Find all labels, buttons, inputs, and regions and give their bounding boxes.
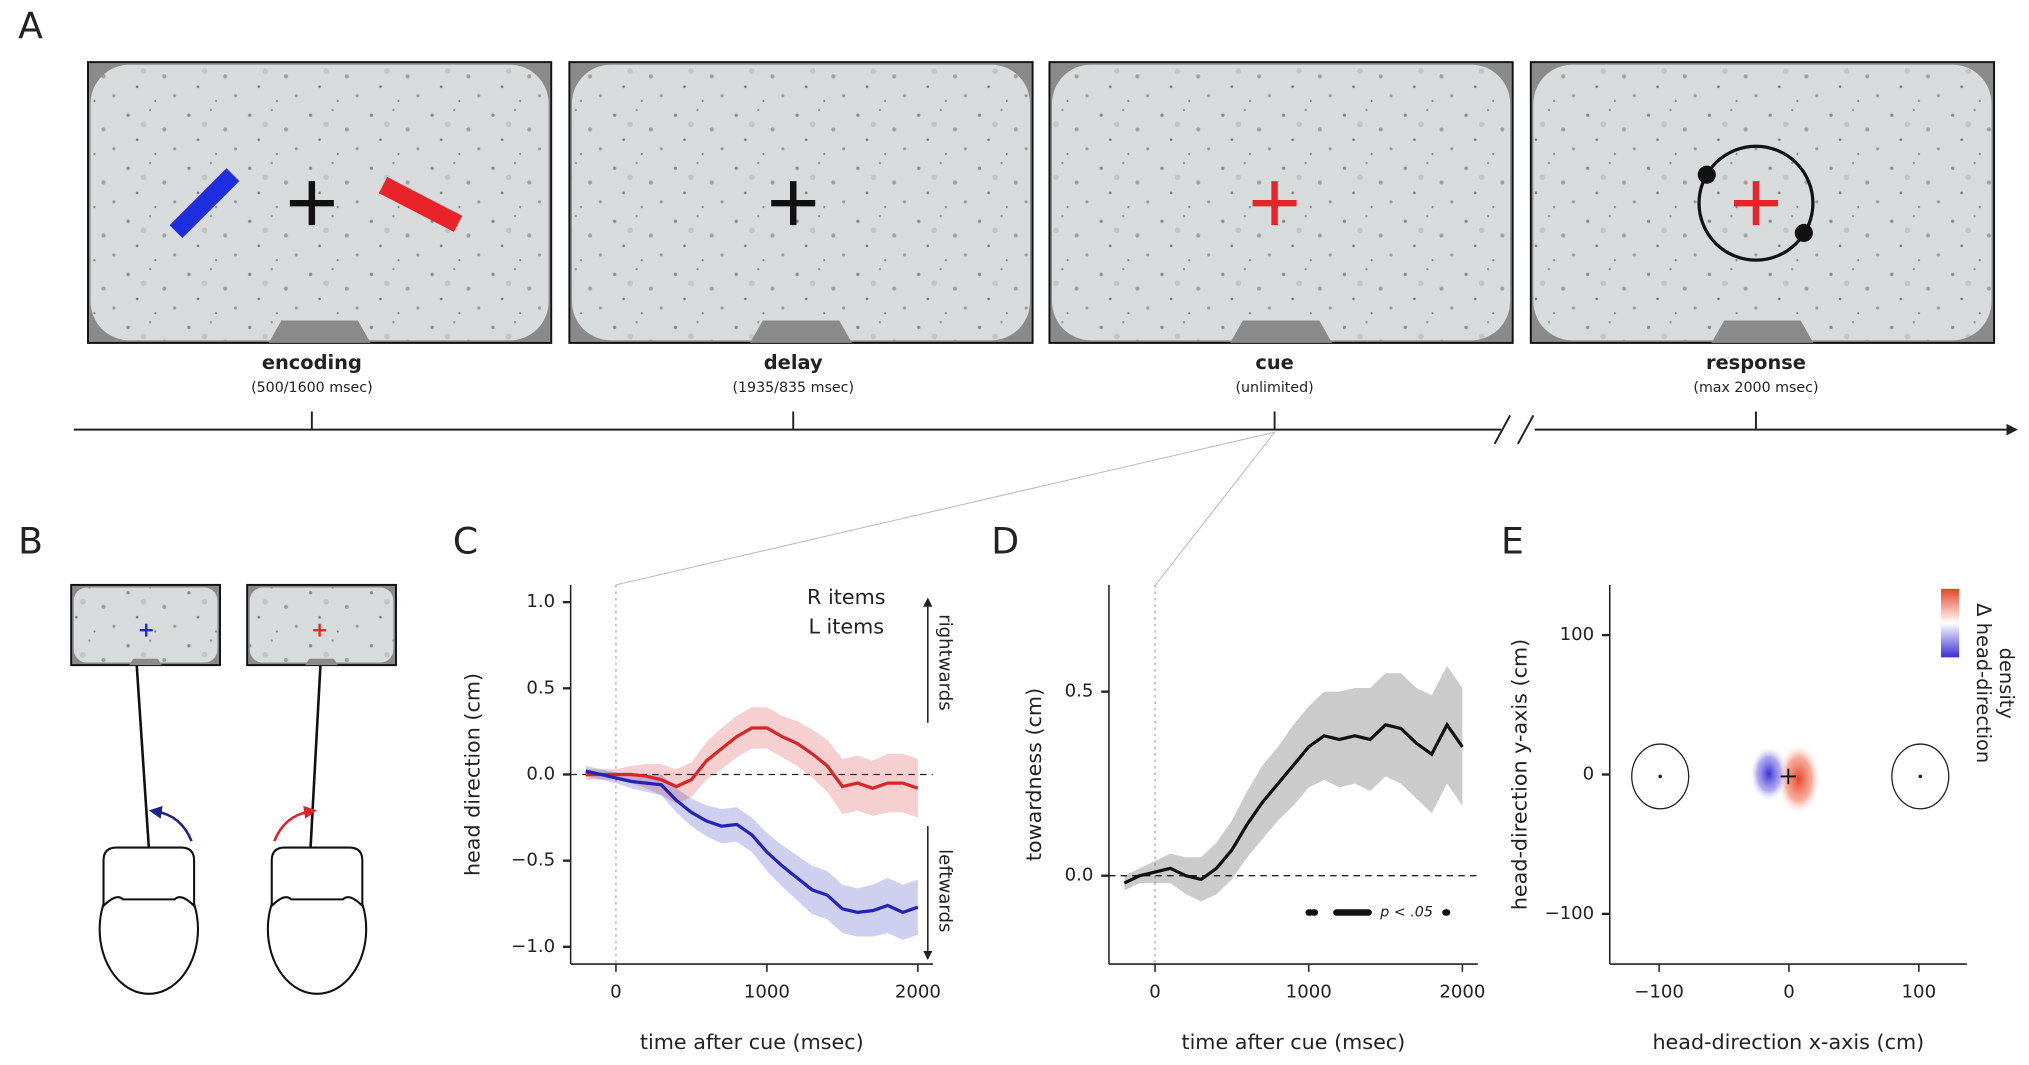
panel-label: D (991, 519, 1019, 562)
colorbar-label: density (1995, 648, 2018, 719)
stimulus-bar (169, 168, 240, 239)
x-tick-label: 2000 (1439, 982, 1485, 1003)
item-location (1631, 743, 1690, 810)
x-axis-label: time after cue (msec) (640, 1030, 864, 1054)
fixation-cross (139, 623, 153, 637)
significance-label: p < .05 (1379, 905, 1433, 921)
fixation-cross (313, 623, 327, 637)
stage-duration: (1935/835 msec) (732, 380, 854, 396)
screen-surface (249, 587, 394, 663)
x-axis-label: time after cue (msec) (1181, 1030, 1405, 1054)
direction-label: rightwards (935, 614, 956, 711)
series-line (1123, 721, 1464, 885)
x-tick-label: 0 (1149, 982, 1161, 1003)
fixation-cross (289, 181, 334, 226)
timeline-break (1493, 414, 1511, 445)
series-line (585, 726, 919, 790)
legend-entry: R items (807, 585, 885, 609)
screen-notch (305, 658, 338, 666)
y-axis-label: towardness (cm) (1022, 688, 1046, 861)
screen-notch (268, 320, 371, 343)
legend-entry: L items (808, 615, 884, 639)
y-tick-label: 0.5 (526, 677, 555, 698)
head (98, 846, 368, 995)
item-location (1658, 774, 1663, 779)
y-tick-label: −1.0 (511, 936, 555, 957)
panel-label: B (18, 519, 43, 562)
error-band (585, 765, 918, 940)
response-handle (1794, 223, 1813, 242)
chart: 0 1000 2000 −1.0 −0.5 0.0 0.5 1.0 time after cue… (461, 585, 956, 1054)
y-tick-label: 100 (1560, 624, 1595, 645)
series-line (585, 769, 919, 915)
stage-duration: (max 2000 msec) (1693, 380, 1818, 396)
screen-notch (1230, 320, 1333, 343)
x-tick-label: 0 (610, 982, 622, 1003)
stimulus-bar (378, 177, 463, 232)
chart: −100 0 100 −100 0 100 head-direction x-axis (c… (1507, 584, 2018, 1054)
stage-duration: (unlimited) (1236, 380, 1314, 396)
gaze-line (133, 632, 151, 848)
y-tick-label: −0.5 (511, 850, 555, 871)
stage-name: response (1706, 351, 1806, 374)
x-tick-label: 1000 (744, 982, 790, 1003)
x-tick-label: 1000 (1286, 982, 1332, 1003)
panel-label: E (1501, 519, 1524, 562)
stage-name: cue (1255, 351, 1293, 374)
item-location (1918, 774, 1923, 779)
layout (73, 414, 2019, 995)
response-handle (1697, 165, 1716, 184)
density-positive (1776, 742, 1821, 816)
zoom-line (1155, 431, 1276, 586)
y-tick-label: 0.0 (1065, 865, 1094, 886)
panel-label: C (453, 519, 478, 562)
error-band (585, 707, 918, 818)
colorbar (1941, 588, 1960, 658)
direction-label: leftwards (935, 849, 956, 932)
turn-arrow (273, 805, 317, 842)
chart: 0 1000 2000 0.0 0.5 time after cue (msec) towa… (1022, 584, 1485, 1054)
error-band (1124, 665, 1463, 902)
fixation-cross (771, 181, 816, 226)
x-tick-label: −100 (1634, 982, 1684, 1003)
zoom-line (615, 431, 1275, 586)
y-tick-label: 0 (1583, 763, 1595, 784)
screen-notch (129, 658, 162, 666)
screen-notch (750, 320, 852, 343)
density-negative (1749, 745, 1789, 803)
screen-notch (1711, 320, 1814, 343)
panel-label: A (18, 4, 43, 47)
x-tick-label: 2000 (895, 982, 941, 1003)
y-axis-label: head-direction y-axis (cm) (1507, 639, 1531, 910)
fixation-cross (1252, 181, 1297, 226)
colorbar-label: Δ head-direction (1972, 603, 1995, 763)
y-tick-label: −100 (1544, 903, 1594, 924)
turn-arrow (148, 805, 193, 842)
item-location (1891, 743, 1950, 810)
response-dial (1697, 144, 1815, 262)
y-tick-label: 1.0 (526, 591, 555, 612)
y-tick-label: 0.0 (526, 763, 555, 784)
y-tick-label: 0.5 (1065, 681, 1094, 702)
x-tick-label: 0 (1783, 982, 1795, 1003)
fixation-cross (1733, 181, 1778, 226)
y-axis-label: head direction (cm) (461, 673, 485, 876)
stage-name: delay (764, 351, 823, 374)
x-tick-label: 100 (1902, 982, 1937, 1003)
center-cross (1780, 768, 1797, 785)
x-axis-label: head-direction x-axis (cm) (1652, 1030, 1924, 1054)
stage-name: encoding (262, 351, 362, 374)
timeline-break (1517, 414, 1535, 445)
stage-duration: (500/1600 msec) (251, 380, 373, 396)
